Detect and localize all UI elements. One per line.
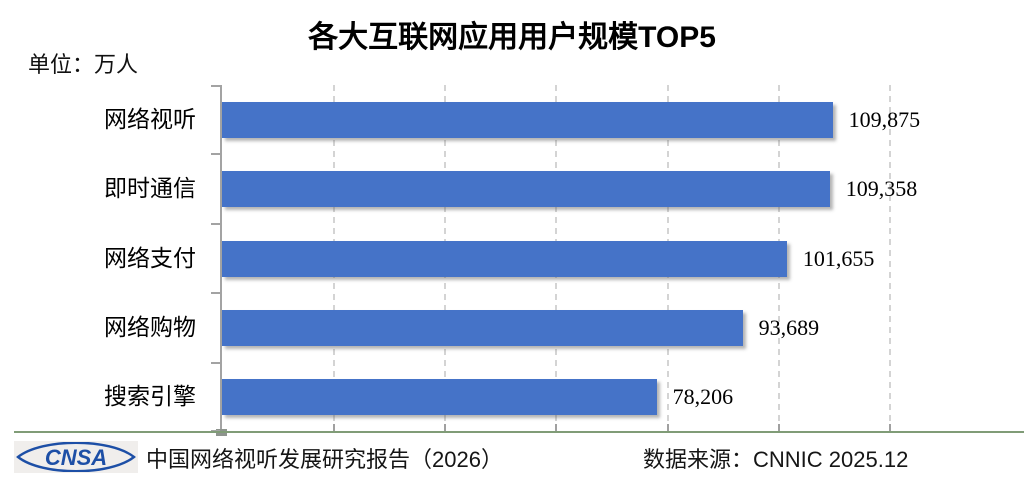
logo-text: CNSA [45, 445, 107, 470]
x-axis-tick [777, 424, 780, 433]
y-axis-tick [211, 153, 220, 156]
bar-2 [222, 171, 830, 208]
bar-1 [222, 101, 833, 138]
bar-3 [222, 240, 787, 277]
gridline [888, 85, 891, 432]
bar-4 [222, 309, 743, 346]
value-label: 93,689 [758, 314, 820, 340]
y-axis-tick [211, 222, 220, 225]
bar-5 [222, 379, 657, 416]
chart-title: 各大互联网应用用户规模TOP5 [308, 21, 716, 54]
footer-divider [14, 431, 1024, 433]
footer-report-label: 中国网络视听发展研究报告（2026） [146, 447, 503, 472]
cnsa-logo: CNSA [14, 441, 138, 473]
x-axis-tick [555, 424, 558, 433]
cnsa-logo-mark: CNSA [16, 442, 136, 472]
y-axis-tick [211, 85, 220, 87]
value-label: 78,206 [672, 384, 734, 410]
x-axis-tick [333, 424, 336, 433]
value-label: 101,655 [802, 245, 875, 271]
value-label: 109,358 [845, 176, 918, 202]
category-label: 搜索引擎 [104, 384, 196, 410]
x-axis-tick [444, 424, 447, 433]
unit-label: 单位：万人 [28, 52, 139, 77]
category-label: 网络支付 [104, 245, 196, 271]
y-axis-line [220, 85, 222, 432]
category-label: 网络购物 [104, 314, 196, 340]
x-axis-tick [888, 424, 891, 433]
footer-source-label: 数据来源：CNNIC 2025.12 [643, 447, 909, 472]
x-axis-tick [666, 424, 669, 433]
y-axis-tick [211, 292, 220, 295]
logo-eye-shape [16, 442, 136, 472]
category-label: 即时通信 [104, 176, 196, 202]
value-label: 109,875 [848, 106, 921, 132]
category-label: 网络视听 [104, 106, 196, 132]
plot-area: 网络视听 109,875 即时通信 109,358 网络支付 101,655 网络购物 93,… [104, 85, 1000, 436]
y-axis-tick [211, 361, 220, 364]
